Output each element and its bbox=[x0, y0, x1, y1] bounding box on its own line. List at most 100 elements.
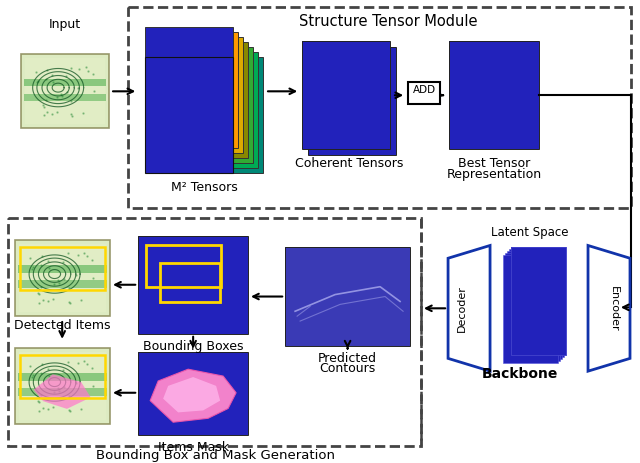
Point bbox=[38, 404, 48, 412]
Point bbox=[34, 299, 44, 307]
Point bbox=[58, 258, 68, 265]
Bar bbox=[502, 255, 557, 363]
Text: Encoder: Encoder bbox=[609, 286, 619, 331]
Bar bbox=[408, 82, 440, 104]
Point bbox=[59, 275, 69, 282]
Bar bbox=[138, 236, 248, 334]
Point bbox=[36, 283, 46, 290]
Point bbox=[47, 71, 58, 79]
Point bbox=[36, 261, 46, 269]
Bar bbox=[19, 351, 106, 420]
Bar bbox=[165, 47, 253, 163]
Point bbox=[37, 252, 47, 260]
Point bbox=[81, 63, 91, 71]
Bar bbox=[15, 239, 109, 316]
Point bbox=[32, 79, 42, 86]
Bar bbox=[511, 247, 566, 356]
Bar bbox=[8, 218, 421, 446]
Bar bbox=[150, 32, 238, 148]
Point bbox=[44, 406, 54, 413]
Point bbox=[65, 407, 75, 415]
Point bbox=[58, 93, 68, 100]
Bar bbox=[138, 351, 248, 435]
Point bbox=[52, 93, 63, 100]
Bar bbox=[285, 247, 410, 345]
Bar bbox=[308, 47, 396, 155]
Point bbox=[40, 75, 51, 82]
Polygon shape bbox=[448, 245, 490, 371]
Text: Best Tensor: Best Tensor bbox=[458, 157, 530, 170]
Bar bbox=[155, 38, 243, 153]
Text: ADD: ADD bbox=[413, 86, 436, 95]
Text: Input: Input bbox=[49, 18, 81, 31]
Point bbox=[25, 362, 35, 369]
Point bbox=[63, 406, 74, 413]
Bar bbox=[308, 47, 396, 155]
Point bbox=[54, 388, 65, 395]
Point bbox=[27, 373, 37, 380]
Point bbox=[38, 296, 48, 304]
Point bbox=[28, 372, 38, 379]
Point bbox=[52, 277, 63, 284]
Point bbox=[34, 407, 44, 414]
Bar bbox=[128, 7, 631, 208]
Point bbox=[61, 88, 72, 96]
Point bbox=[40, 96, 51, 103]
Bar bbox=[20, 247, 105, 289]
Point bbox=[67, 97, 77, 105]
Text: Bounding Box and Mask Generation: Bounding Box and Mask Generation bbox=[95, 449, 335, 462]
Point bbox=[59, 383, 69, 391]
Point bbox=[31, 68, 41, 75]
Point bbox=[63, 250, 74, 257]
Bar bbox=[18, 373, 107, 381]
Bar bbox=[145, 57, 233, 173]
Bar bbox=[18, 388, 107, 396]
Point bbox=[58, 366, 68, 373]
Point bbox=[44, 298, 54, 305]
Point bbox=[64, 392, 74, 400]
Point bbox=[36, 369, 46, 377]
Bar bbox=[15, 348, 109, 424]
Point bbox=[39, 104, 49, 111]
Point bbox=[81, 361, 92, 368]
Point bbox=[33, 77, 43, 85]
Point bbox=[49, 280, 59, 288]
Point bbox=[64, 284, 74, 292]
Bar bbox=[160, 263, 220, 302]
Point bbox=[33, 289, 44, 296]
Point bbox=[54, 280, 65, 287]
Point bbox=[88, 382, 99, 389]
Text: Items Mask: Items Mask bbox=[157, 441, 228, 454]
Point bbox=[81, 253, 92, 260]
Point bbox=[72, 251, 83, 258]
Point bbox=[88, 274, 99, 282]
Bar bbox=[146, 245, 221, 287]
Point bbox=[28, 264, 38, 271]
Text: Predicted: Predicted bbox=[318, 351, 377, 364]
Point bbox=[76, 297, 86, 304]
Point bbox=[63, 298, 74, 306]
Point bbox=[34, 291, 44, 298]
Text: Structure Tensor Module: Structure Tensor Module bbox=[299, 14, 477, 29]
Text: Latent Space: Latent Space bbox=[492, 226, 569, 239]
Bar bbox=[160, 42, 248, 158]
Point bbox=[42, 109, 52, 116]
Point bbox=[56, 90, 66, 97]
Point bbox=[87, 257, 97, 264]
Bar bbox=[21, 55, 109, 128]
Point bbox=[71, 379, 81, 387]
Bar bbox=[511, 247, 566, 356]
Point bbox=[73, 85, 83, 92]
Point bbox=[38, 102, 48, 109]
Point bbox=[48, 403, 58, 411]
Bar bbox=[25, 58, 105, 124]
Point bbox=[76, 405, 86, 412]
Bar bbox=[138, 351, 248, 435]
Point bbox=[52, 108, 62, 115]
Point bbox=[77, 109, 88, 117]
Point bbox=[43, 257, 53, 265]
Point bbox=[42, 66, 52, 74]
Point bbox=[52, 385, 63, 392]
Bar bbox=[170, 52, 258, 168]
Point bbox=[79, 249, 90, 257]
